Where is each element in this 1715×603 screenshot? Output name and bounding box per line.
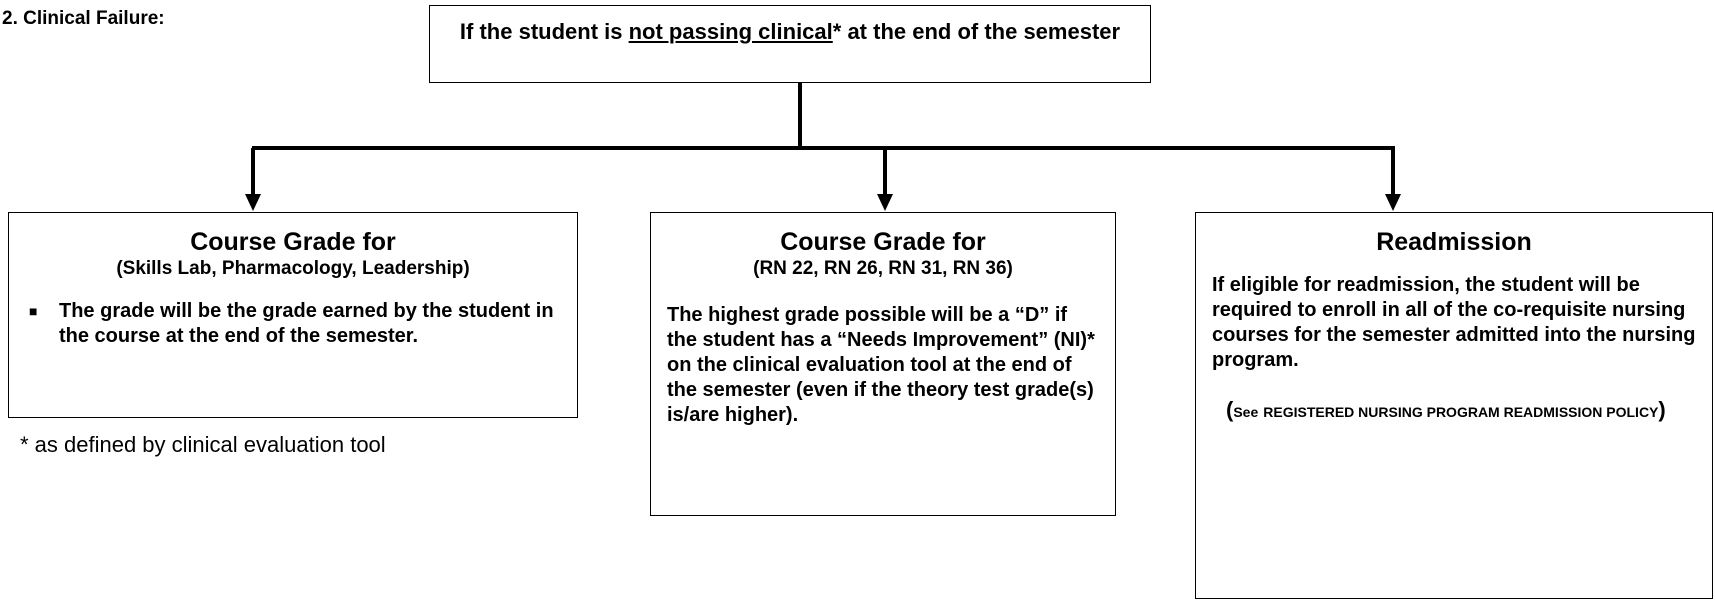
arrowhead: [1385, 194, 1401, 211]
box-title: Course Grade for: [780, 228, 986, 256]
text: * at the end of the semester: [832, 19, 1121, 44]
box-title: Course Grade for: [190, 228, 396, 256]
note-text: See: [1233, 404, 1259, 420]
arrowhead: [245, 194, 261, 211]
note-text: ): [1658, 397, 1666, 422]
box-body: The highest grade possible will be a “D”…: [667, 304, 1095, 426]
box-body: If eligible for readmission, the student…: [1212, 274, 1696, 371]
box: Course Grade for (Skills Lab, Pharmacolo…: [8, 212, 578, 418]
bullet-item: ■ The grade will be the grade earned by …: [29, 299, 557, 349]
footnote: * as defined by clinical evaluation tool: [20, 432, 386, 457]
box: Course Grade for (RN 22, RN 26, RN 31, R…: [650, 212, 1116, 516]
bullet: ■: [29, 303, 38, 319]
arrowhead: [877, 194, 893, 211]
bullet-text: The grade will be the grade earned by th…: [59, 300, 554, 347]
underlined-text: not passing clinical: [628, 19, 833, 44]
box-subtitle: (Skills Lab, Pharmacology, Leadership): [116, 258, 470, 279]
box: Readmission If eligible for readmission,…: [1195, 212, 1713, 599]
box-subtitle: (RN 22, RN 26, RN 31, RN 36): [753, 258, 1013, 279]
note-text: (: [1226, 397, 1234, 422]
top-box: If the student is not passing clinical* …: [429, 5, 1151, 83]
box-note: (See REGISTERED NURSING PROGRAM READMISSI…: [1212, 395, 1696, 428]
text: If the student is: [459, 19, 623, 44]
note-text: REGISTERED NURSING PROGRAM READMISSION P…: [1263, 404, 1659, 420]
box-title: Readmission: [1376, 228, 1532, 256]
heading: 2. Clinical Failure:: [2, 8, 165, 29]
